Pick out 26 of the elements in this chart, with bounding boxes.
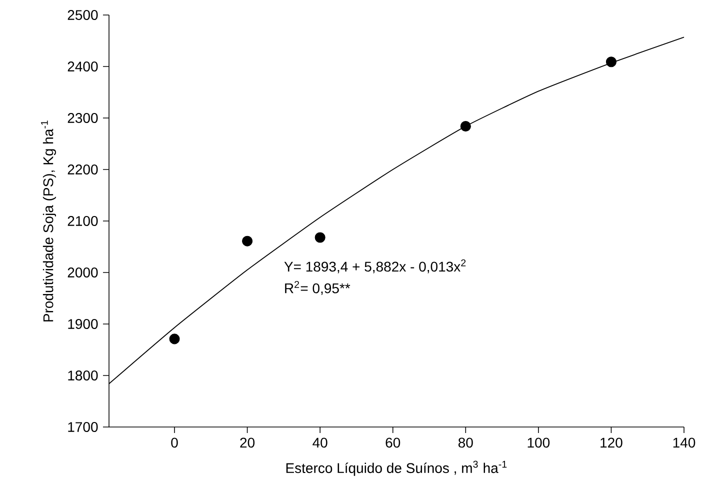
x-tick-label: 140	[673, 438, 696, 448]
point	[606, 56, 616, 68]
x-tick-label: 0	[171, 438, 178, 448]
annotation: Y= 1893,4 + 5,882x - 0,013x$^{2}$	[284, 259, 466, 274]
y-tick-label: 1700	[68, 422, 98, 432]
y-tick-label: 1900	[68, 319, 98, 329]
y-tick-label: 2400	[68, 62, 98, 72]
y-axis-title: Produtividade Soja (PS), Kg ha$^{-1}$	[41, 120, 56, 322]
y-tick-label: 1800	[68, 370, 98, 380]
y-tick-label: 2200	[68, 164, 98, 174]
x-tick-label: 20	[240, 438, 255, 448]
y-tick-label: 2300	[68, 113, 98, 123]
x-axis-title: Esterco Líquido de Suínos , m$^{3}$ ha$^{-1}$	[286, 460, 507, 476]
x-tick-label: 60	[386, 438, 400, 448]
y-tick-label: 2000	[68, 268, 98, 278]
annotation: R$^{2}$= 0,95**	[285, 280, 350, 295]
point	[314, 232, 326, 243]
point	[460, 120, 471, 132]
x-tick-label: 40	[312, 438, 328, 448]
x-tick-label: 120	[600, 438, 622, 448]
y-tick-label: 2100	[68, 216, 98, 226]
x-tick-label: 80	[458, 438, 473, 448]
point	[242, 236, 253, 246]
x-tick-label: 100	[528, 438, 550, 448]
point	[169, 334, 180, 344]
y-tick-label: 2500	[68, 10, 98, 20]
